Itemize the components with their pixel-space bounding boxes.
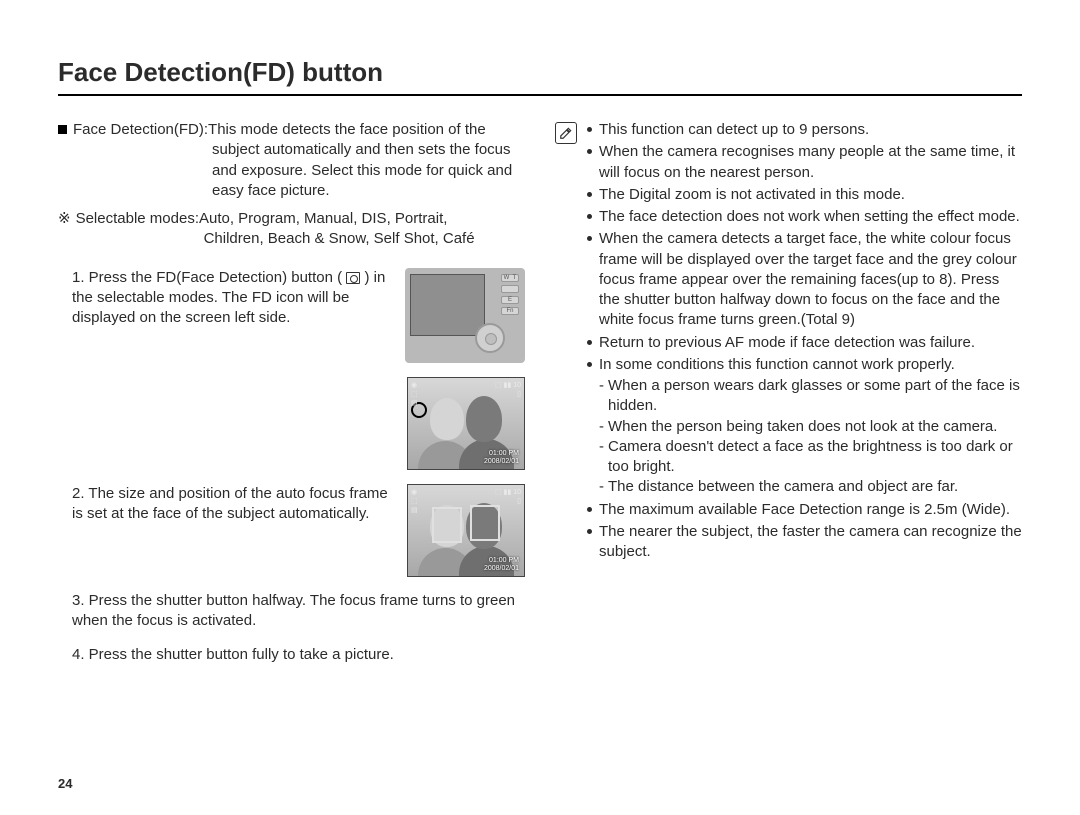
notes-list: This function can detect up to 9 persons…	[587, 120, 1022, 564]
page-title: Face Detection(FD) button	[58, 55, 1022, 96]
page-number: 24	[58, 775, 72, 793]
note-item: The maximum available Face Detection ran…	[587, 500, 1022, 520]
modes-line2: Children, Beach & Snow, Self Shot, Café	[76, 229, 475, 249]
sub-note: The distance between the camera and obje…	[608, 477, 958, 497]
note-item: The Digital zoom is not activated in thi…	[587, 185, 1022, 205]
fd-indicator-icon	[346, 272, 360, 284]
lcd-time: 01:00 PM	[489, 450, 519, 457]
left-column: Face Detection(FD): This mode detects th…	[58, 120, 525, 665]
sub-note: When a person wears dark glasses or some…	[608, 376, 1022, 417]
step-4: 4. Press the shutter button fully to tak…	[58, 645, 525, 665]
sub-note: When the person being taken does not loo…	[608, 417, 997, 437]
fd-label: Face Detection(FD):	[73, 120, 208, 140]
step-2: 2. The size and position of the auto foc…	[58, 484, 525, 577]
modes-label: Selectable modes:	[76, 209, 199, 229]
right-column: This function can detect up to 9 persons…	[555, 120, 1022, 665]
step2-text: 2. The size and position of the auto foc…	[58, 484, 407, 525]
square-bullet-icon	[58, 125, 67, 134]
conditions-sublist: -When a person wears dark glasses or som…	[599, 376, 1022, 498]
selectable-modes: ※ Selectable modes: Auto, Program, Manua…	[58, 209, 525, 250]
modes-line1: Auto, Program, Manual, DIS, Portrait,	[199, 209, 447, 229]
note-pencil-icon	[555, 122, 577, 144]
note-item: Return to previous AF mode if face detec…	[587, 333, 1022, 353]
note-item: The nearer the subject, the faster the c…	[587, 522, 1022, 563]
fd-desc-rest: subject automatically and then sets the …	[73, 140, 525, 201]
content-columns: Face Detection(FD): This mode detects th…	[58, 120, 1022, 665]
camera-back-illustration: W TEFn	[405, 268, 525, 363]
note-item: This function can detect up to 9 persons…	[587, 120, 1022, 140]
notes-box: This function can detect up to 9 persons…	[555, 120, 1022, 564]
note-item: The face detection does not work when se…	[587, 207, 1022, 227]
sub-note: Camera doesn't detect a face as the brig…	[608, 437, 1022, 478]
lcd-date: 2008/02/01	[484, 458, 519, 465]
step-3: 3. Press the shutter button halfway. The…	[58, 591, 525, 632]
step1-text-a: 1. Press the FD(Face Detection) button (	[72, 269, 346, 286]
step-1: 1. Press the FD(Face Detection) button (…	[58, 268, 525, 363]
reference-mark-icon: ※	[58, 209, 71, 250]
fd-desc-line1: This mode detects the face position of t…	[208, 120, 486, 140]
lcd-preview-with-frames: ◉⬚▤ ⬚ ▮▮ 10▯ 01:00 PM2008/02/01	[407, 484, 525, 577]
note-item: When the camera detects a target face, t…	[587, 229, 1022, 330]
lcd-preview-no-frame: ◉⬚▤ ⬚ ▮▮ 10▯ 01:00 PM2008/02/01	[407, 377, 525, 470]
note-item: When the camera recognises many people a…	[587, 142, 1022, 183]
note-item: In some conditions this function cannot …	[587, 355, 1022, 498]
fd-description: Face Detection(FD): This mode detects th…	[58, 120, 525, 201]
